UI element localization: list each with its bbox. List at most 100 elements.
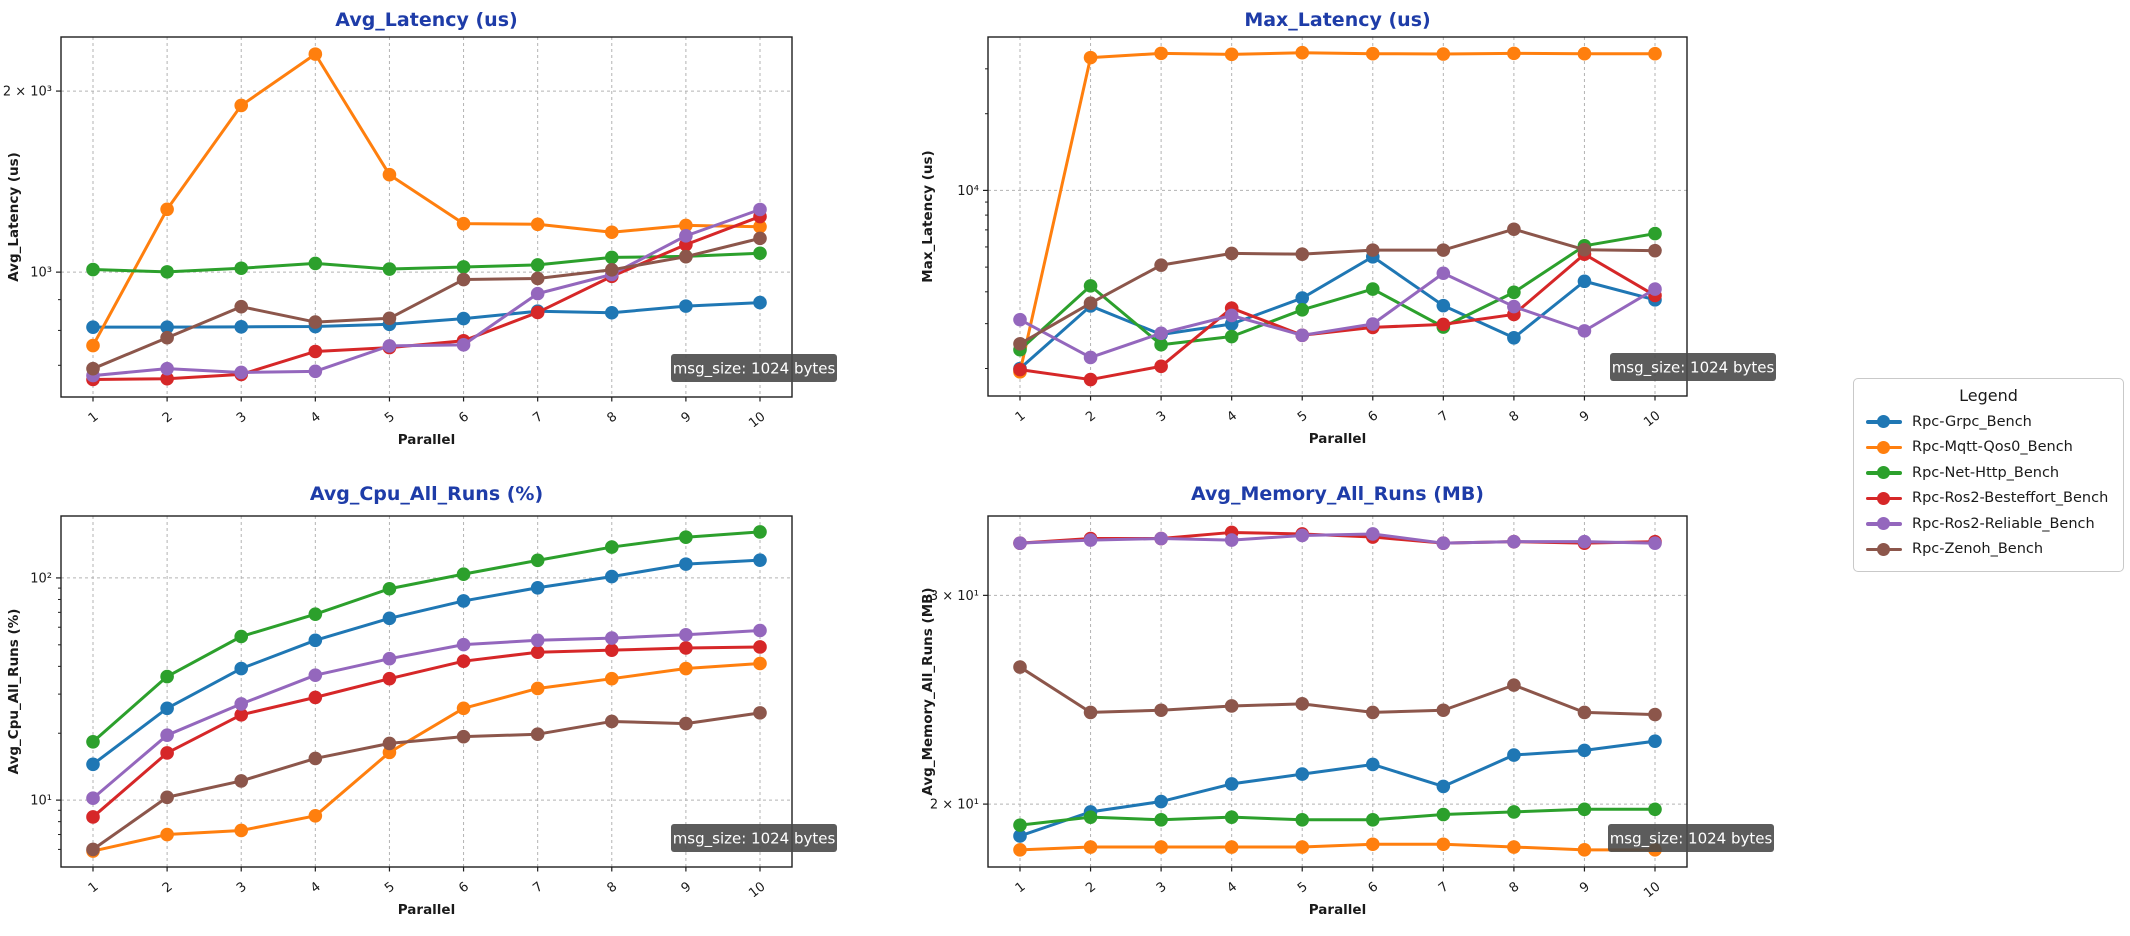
legend-item-label: Rpc-Net-Http_Bench: [1912, 464, 2060, 481]
data-point: [1013, 818, 1027, 832]
x-tick-label: 7: [1436, 879, 1452, 896]
chart-max-latency: 1 2 3 4 5 6 7 8 9 10 10⁴ msg_size: 1024 bytes Max_La…: [920, 9, 1776, 447]
data-point: [604, 569, 619, 584]
data-point: [1507, 805, 1521, 819]
data-point: [382, 311, 397, 326]
data-point: [1013, 337, 1027, 351]
data-point: [1365, 757, 1380, 772]
plot-border: [987, 36, 1688, 397]
legend-item-label: Rpc-Grpc_Bench: [1912, 413, 2032, 430]
data-point: [1083, 50, 1098, 65]
x-tick-label: 4: [1224, 879, 1240, 896]
data-point: [1577, 242, 1592, 257]
x-axis-label: Parallel: [1309, 431, 1366, 447]
x-tick-label: 1: [86, 879, 102, 896]
y-axis-label: Avg_Latency (us): [6, 152, 22, 282]
data-point: [1436, 243, 1451, 257]
data-point: [1013, 362, 1027, 377]
data-point: [86, 262, 100, 277]
series-rpc-mqtt-qos0-bench: [1013, 837, 1662, 857]
data-point: [1083, 372, 1098, 387]
data-point: [382, 167, 397, 182]
data-point: [1083, 705, 1098, 720]
data-point: [160, 361, 174, 376]
data-point: [308, 751, 323, 766]
data-point: [1224, 329, 1239, 344]
data-point: [1436, 807, 1451, 822]
x-axis-label: Parallel: [1309, 902, 1366, 918]
x-tick-label: 2: [1083, 408, 1099, 425]
x-tick-label: 8: [1507, 879, 1523, 896]
data-point: [679, 661, 693, 676]
axis-ticks: 1 2 3 4 5 6 7 8 9 10 10¹ 10²: [30, 571, 768, 901]
x-tick-label: 9: [1577, 879, 1593, 896]
legend-title: Legend: [1959, 386, 2018, 405]
data-point: [679, 557, 693, 571]
data-point: [753, 706, 767, 720]
data-point: [1154, 359, 1168, 374]
x-tick-label: 9: [679, 409, 695, 426]
series-rpc-ros2-besteffort-bench: [1013, 247, 1662, 387]
data-point: [160, 202, 174, 217]
data-point: [753, 219, 767, 234]
data-point: [1295, 528, 1310, 543]
data-point: [530, 580, 545, 595]
data-point: [308, 690, 323, 705]
data-point: [1083, 296, 1098, 310]
chart-avg-latency: 1 2 3 4 5 6 7 8 9 10 10³ 2 × 10³ msg_size: 1024 byte…: [3, 9, 837, 448]
x-tick-label: 5: [382, 409, 398, 426]
data-point: [1648, 46, 1662, 61]
legend-item-label: Rpc-Zenoh_Bench: [1912, 541, 2044, 558]
data-point: [86, 757, 100, 772]
data-point: [234, 98, 249, 113]
data-point: [1154, 337, 1168, 352]
data-point: [456, 637, 471, 652]
data-point: [456, 216, 471, 231]
data-point: [234, 697, 249, 711]
series-rpc-zenoh-bench: [1013, 222, 1662, 351]
data-point: [1507, 840, 1521, 854]
data-point: [1154, 326, 1168, 341]
data-point: [530, 633, 545, 648]
series-rpc-net-http-bench: [86, 246, 767, 279]
data-point: [1224, 533, 1239, 547]
data-point: [1224, 47, 1239, 62]
data-point: [604, 671, 619, 686]
data-point: [456, 654, 471, 668]
data-point: [456, 729, 471, 744]
data-point: [679, 530, 693, 545]
data-point: [1577, 46, 1592, 61]
data-point: [308, 256, 323, 271]
legend-box: Legend Rpc-Grpc_Bench Rpc-Mqtt-Qos0_Benc…: [1853, 378, 2124, 572]
y-tick-label: 10⁴: [957, 184, 979, 199]
data-point: [1083, 810, 1098, 824]
data-point: [382, 671, 397, 686]
x-tick-label: 8: [604, 409, 620, 426]
annotation-box: msg_size: 1024 bytes: [671, 354, 837, 382]
data-point: [308, 364, 323, 379]
legend-item: Rpc-Zenoh_Bench: [1866, 537, 2111, 563]
x-tick-label: 5: [382, 879, 398, 896]
x-tick-label: 4: [308, 879, 324, 896]
data-point: [1507, 222, 1521, 237]
data-point: [234, 320, 249, 334]
data-point: [604, 714, 619, 729]
data-point: [1507, 299, 1521, 314]
y-tick-label: 2 × 10¹: [930, 798, 979, 813]
data-point: [456, 338, 471, 352]
data-point: [1013, 660, 1027, 674]
data-point: [604, 262, 619, 277]
data-point: [1083, 533, 1098, 547]
data-point: [679, 716, 693, 731]
series-rpc-grpc-bench: [86, 295, 767, 334]
data-point: [234, 261, 249, 276]
data-point: [1365, 317, 1380, 331]
x-tick-label: 9: [1577, 408, 1593, 425]
data-point: [308, 633, 323, 648]
data-point: [160, 790, 174, 805]
data-point: [1436, 536, 1451, 550]
data-point: [1013, 312, 1027, 327]
data-point: [160, 746, 174, 760]
chart-title: Avg_Memory_All_Runs (MB): [1191, 483, 1484, 505]
data-point: [1507, 46, 1521, 61]
